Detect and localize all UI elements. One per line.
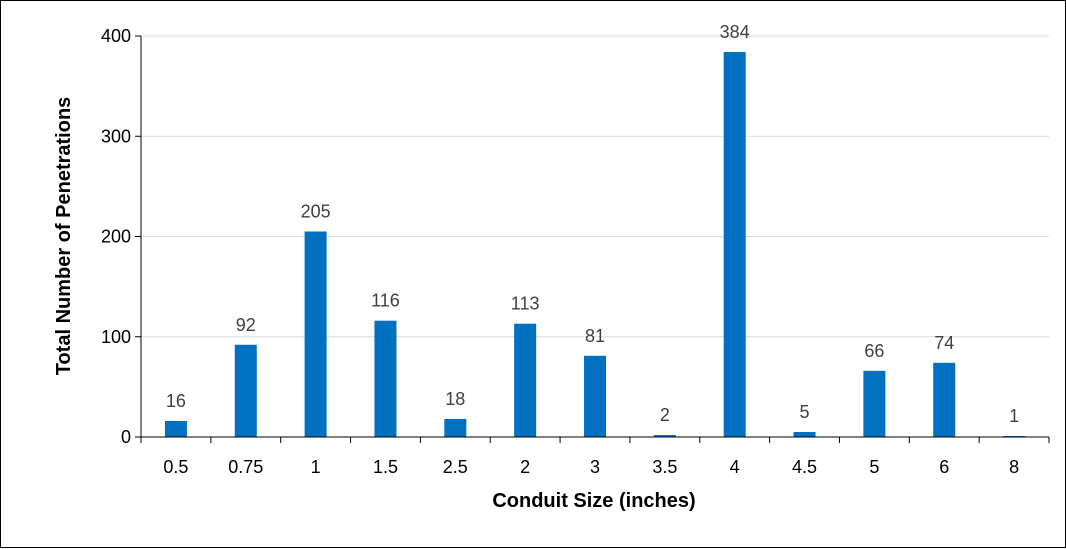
bar xyxy=(793,431,816,437)
bar xyxy=(653,434,676,437)
bar xyxy=(584,355,606,437)
x-tick-label: 0.5 xyxy=(163,457,188,477)
x-tick-label: 3 xyxy=(590,457,600,477)
data-label: 384 xyxy=(720,22,750,42)
x-tick-label: 8 xyxy=(1009,457,1019,477)
bar xyxy=(374,320,397,437)
x-tick-label: 0.75 xyxy=(228,457,263,477)
x-tick-label: 2.5 xyxy=(443,457,468,477)
x-tick-label: 3.5 xyxy=(652,457,677,477)
data-label: 116 xyxy=(371,291,400,311)
data-label: 205 xyxy=(301,201,331,221)
x-tick-label: 4 xyxy=(730,457,740,477)
y-tick-label: 200 xyxy=(101,227,131,247)
data-label: 74 xyxy=(934,333,954,353)
data-label: 66 xyxy=(864,341,884,361)
y-axis-title: Total Number of Penetrations xyxy=(53,97,75,376)
bar xyxy=(304,231,327,437)
y-tick-label: 300 xyxy=(101,126,131,146)
x-tick-label: 4.5 xyxy=(792,457,817,477)
bar xyxy=(863,370,886,437)
data-labels: 16 92 205 116 18 113 81 2 384 5 66 74 1 xyxy=(166,22,1019,426)
axes xyxy=(135,35,1050,443)
data-label: 113 xyxy=(511,294,540,314)
bar xyxy=(444,418,467,437)
y-tick-label: 0 xyxy=(121,427,131,447)
x-axis-title: Conduit Size (inches) xyxy=(492,490,695,512)
data-label: 81 xyxy=(585,326,605,346)
x-tick-label: 2 xyxy=(520,457,530,477)
x-tick-label: 5 xyxy=(869,457,879,477)
y-tick-label: 100 xyxy=(101,327,131,347)
data-label: 2 xyxy=(660,405,670,425)
bar xyxy=(234,344,257,437)
bars xyxy=(164,52,1026,437)
data-label: 18 xyxy=(445,389,465,409)
gridlines xyxy=(141,35,1049,338)
data-label: 1 xyxy=(1009,406,1019,426)
x-tick-label: 1 xyxy=(311,457,321,477)
y-tick-label: 400 xyxy=(101,26,131,46)
x-tick-label: 1.5 xyxy=(373,457,398,477)
x-tick-labels: 0.5 0.75 1 1.5 2.5 2 3 3.5 4 4.5 5 6 8 xyxy=(163,457,1019,477)
data-label: 92 xyxy=(236,315,256,335)
bar xyxy=(933,362,956,437)
y-tick-labels: 0 100 200 300 400 xyxy=(101,26,131,447)
bar xyxy=(1003,435,1026,437)
bar xyxy=(514,323,537,437)
bar xyxy=(164,420,187,437)
data-label: 5 xyxy=(800,402,810,422)
data-label: 16 xyxy=(166,391,186,411)
x-tick-label: 6 xyxy=(939,457,949,477)
bar xyxy=(723,52,746,437)
